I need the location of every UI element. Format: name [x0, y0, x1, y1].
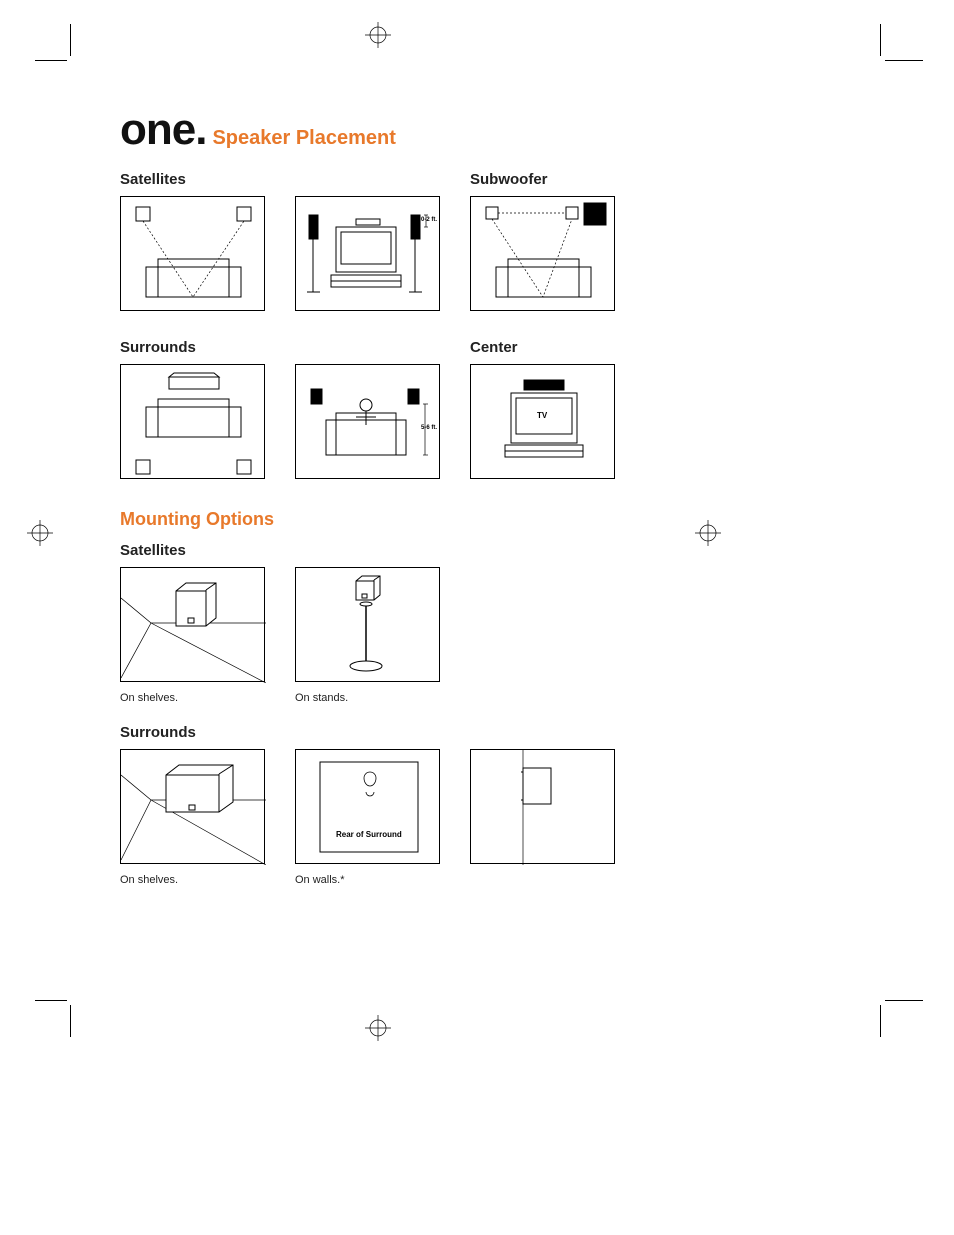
crop-mark [885, 60, 923, 61]
label-surrounds: Surrounds [120, 339, 470, 356]
crop-mark [880, 24, 881, 56]
diagram-subwoofer [470, 196, 615, 311]
diagram-center: TV [470, 364, 615, 479]
registration-mark-icon [365, 22, 391, 48]
label-surrounds-2: Surrounds [120, 724, 850, 741]
crop-mark [35, 60, 67, 61]
label-tv: TV [537, 411, 547, 420]
row-mounting-satellites: On shelves. On stands. [120, 567, 850, 704]
diagram-sat-stand [295, 567, 440, 682]
caption-stands: On stands. [295, 692, 470, 704]
heading-mounting: Mounting Options [120, 509, 850, 530]
label-satellites-2: Satellites [120, 542, 850, 559]
row-speaker-placement-2: Surrounds [120, 329, 850, 479]
diagram-surrounds-top [120, 364, 265, 479]
registration-mark-icon [27, 520, 53, 546]
crop-mark [35, 1000, 67, 1001]
row-speaker-placement-1: Satellites [120, 161, 850, 311]
caption-shelves-2: On shelves. [120, 874, 295, 886]
page: one. Speaker Placement Satellites [0, 0, 954, 1235]
heading-prefix: one. [120, 105, 206, 154]
crop-mark [880, 1005, 881, 1037]
caption-shelves: On shelves. [120, 692, 295, 704]
diagram-satellites-top [120, 196, 265, 311]
diagram-surr-wall-rear: Rear of Surround [295, 749, 440, 864]
diagram-surr-wall-side [470, 749, 615, 864]
registration-mark-icon [365, 1015, 391, 1041]
diagram-sat-shelf [120, 567, 265, 682]
label-subwoofer: Subwoofer [470, 171, 645, 188]
diagram-surrounds-side: 5-6 ft. [295, 364, 440, 479]
label-rear: Rear of Surround [336, 830, 402, 839]
label-distance-1: 0-2 ft. [421, 217, 437, 223]
row-mounting-surrounds: On shelves. Rear of Surround On walls.* [120, 749, 850, 886]
label-distance-2: 5-6 ft. [421, 425, 437, 431]
caption-walls: On walls.* [295, 874, 470, 886]
crop-mark [70, 24, 71, 56]
page-content: one. Speaker Placement Satellites [120, 105, 850, 886]
page-title: one. Speaker Placement [120, 105, 850, 155]
diagram-satellites-front: 0-2 ft. [295, 196, 440, 311]
diagram-surr-shelf [120, 749, 265, 864]
crop-mark [70, 1005, 71, 1037]
heading-text: Speaker Placement [212, 127, 395, 149]
label-satellites: Satellites [120, 171, 470, 188]
label-center: Center [470, 339, 645, 356]
crop-mark [885, 1000, 923, 1001]
